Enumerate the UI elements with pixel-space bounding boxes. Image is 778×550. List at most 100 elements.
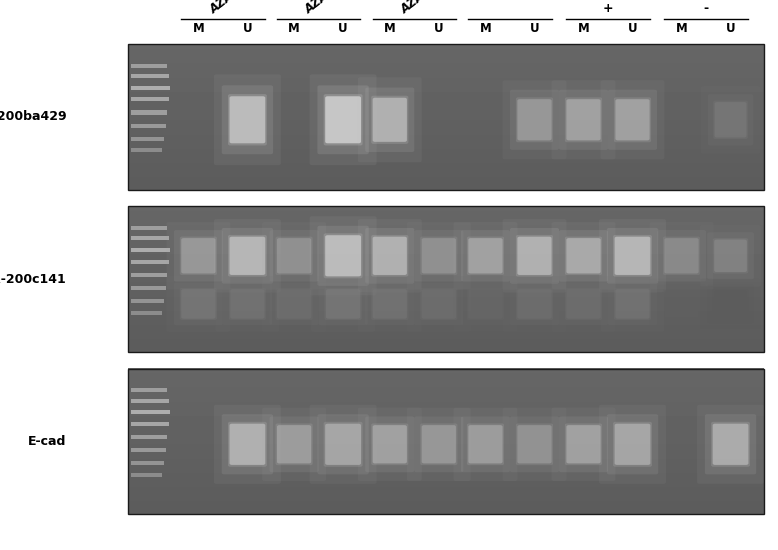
Bar <box>128 206 764 352</box>
FancyBboxPatch shape <box>222 414 273 474</box>
FancyBboxPatch shape <box>565 424 602 465</box>
Bar <box>131 273 167 277</box>
FancyBboxPatch shape <box>713 101 748 139</box>
FancyBboxPatch shape <box>371 96 408 144</box>
Bar <box>131 435 167 439</box>
FancyBboxPatch shape <box>510 228 559 284</box>
FancyBboxPatch shape <box>607 228 658 284</box>
FancyBboxPatch shape <box>608 90 657 150</box>
FancyBboxPatch shape <box>650 222 713 289</box>
Bar <box>131 473 162 477</box>
FancyBboxPatch shape <box>262 408 326 481</box>
FancyBboxPatch shape <box>714 290 747 317</box>
FancyBboxPatch shape <box>174 283 223 325</box>
FancyBboxPatch shape <box>565 288 602 320</box>
FancyBboxPatch shape <box>713 424 748 465</box>
FancyBboxPatch shape <box>700 225 761 287</box>
FancyBboxPatch shape <box>503 408 566 481</box>
FancyBboxPatch shape <box>228 235 267 277</box>
Bar <box>131 410 170 414</box>
Bar <box>131 248 170 252</box>
FancyBboxPatch shape <box>324 94 363 146</box>
FancyBboxPatch shape <box>714 240 747 272</box>
Bar <box>131 461 164 465</box>
Bar <box>131 148 162 152</box>
Text: M: M <box>384 22 396 35</box>
FancyBboxPatch shape <box>461 283 510 325</box>
FancyBboxPatch shape <box>228 94 267 146</box>
FancyBboxPatch shape <box>325 235 361 277</box>
FancyBboxPatch shape <box>565 97 602 142</box>
Bar <box>131 124 166 128</box>
FancyBboxPatch shape <box>552 408 615 481</box>
Bar <box>128 368 764 514</box>
Bar <box>131 236 169 240</box>
FancyBboxPatch shape <box>461 416 510 472</box>
FancyBboxPatch shape <box>262 276 326 332</box>
FancyBboxPatch shape <box>657 230 706 282</box>
FancyBboxPatch shape <box>310 405 377 484</box>
FancyBboxPatch shape <box>371 288 408 320</box>
FancyBboxPatch shape <box>230 424 265 465</box>
FancyBboxPatch shape <box>552 80 615 160</box>
FancyBboxPatch shape <box>566 99 601 140</box>
FancyBboxPatch shape <box>174 230 223 282</box>
FancyBboxPatch shape <box>371 235 408 277</box>
FancyBboxPatch shape <box>714 102 746 138</box>
FancyBboxPatch shape <box>559 230 608 282</box>
FancyBboxPatch shape <box>324 233 363 278</box>
FancyBboxPatch shape <box>325 424 361 465</box>
FancyBboxPatch shape <box>358 408 422 481</box>
Text: U: U <box>726 22 735 35</box>
FancyBboxPatch shape <box>701 86 760 153</box>
Text: M: M <box>288 22 300 35</box>
FancyBboxPatch shape <box>559 90 608 150</box>
FancyBboxPatch shape <box>516 235 553 277</box>
FancyBboxPatch shape <box>319 283 367 325</box>
FancyBboxPatch shape <box>222 85 273 154</box>
FancyBboxPatch shape <box>373 289 407 318</box>
FancyBboxPatch shape <box>566 425 601 464</box>
FancyBboxPatch shape <box>414 416 463 472</box>
FancyBboxPatch shape <box>614 97 651 142</box>
FancyBboxPatch shape <box>223 283 272 325</box>
FancyBboxPatch shape <box>708 94 753 146</box>
FancyBboxPatch shape <box>664 238 699 273</box>
Text: AZA-0uM: AZA-0uM <box>207 0 262 16</box>
FancyBboxPatch shape <box>607 414 658 474</box>
FancyBboxPatch shape <box>228 422 267 467</box>
FancyBboxPatch shape <box>324 288 362 320</box>
FancyBboxPatch shape <box>277 425 311 464</box>
FancyBboxPatch shape <box>454 222 517 289</box>
Bar <box>131 111 167 114</box>
FancyBboxPatch shape <box>311 276 375 332</box>
FancyBboxPatch shape <box>181 289 216 318</box>
FancyBboxPatch shape <box>503 276 566 332</box>
FancyBboxPatch shape <box>310 74 377 165</box>
FancyBboxPatch shape <box>166 222 230 289</box>
FancyBboxPatch shape <box>277 238 311 273</box>
FancyBboxPatch shape <box>516 424 553 465</box>
FancyBboxPatch shape <box>407 408 471 481</box>
Bar <box>131 399 169 403</box>
FancyBboxPatch shape <box>454 276 517 332</box>
FancyBboxPatch shape <box>566 289 601 318</box>
FancyBboxPatch shape <box>613 422 652 467</box>
FancyBboxPatch shape <box>559 416 608 472</box>
FancyBboxPatch shape <box>422 238 456 273</box>
FancyBboxPatch shape <box>366 87 414 152</box>
FancyBboxPatch shape <box>358 78 422 162</box>
FancyBboxPatch shape <box>216 276 279 332</box>
FancyBboxPatch shape <box>324 422 363 467</box>
FancyBboxPatch shape <box>467 424 504 465</box>
Text: -: - <box>703 2 709 15</box>
Bar <box>131 86 170 90</box>
FancyBboxPatch shape <box>552 222 615 289</box>
FancyBboxPatch shape <box>326 289 360 318</box>
FancyBboxPatch shape <box>615 236 650 275</box>
FancyBboxPatch shape <box>468 289 503 318</box>
Text: E-cad: E-cad <box>28 435 66 448</box>
FancyBboxPatch shape <box>373 236 407 275</box>
FancyBboxPatch shape <box>559 283 608 325</box>
FancyBboxPatch shape <box>614 288 651 320</box>
